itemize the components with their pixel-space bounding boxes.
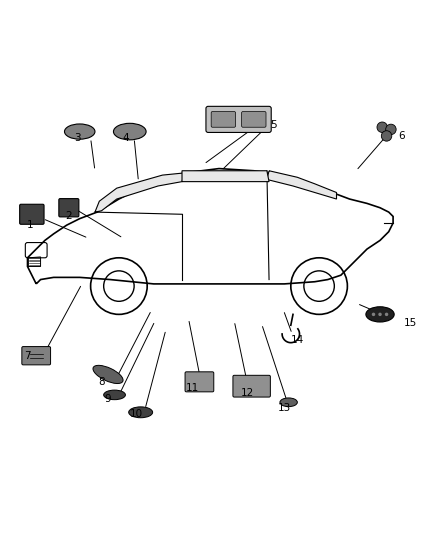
FancyBboxPatch shape xyxy=(233,375,270,397)
Ellipse shape xyxy=(280,398,297,407)
Ellipse shape xyxy=(366,307,394,322)
Text: 2: 2 xyxy=(66,212,72,221)
PathPatch shape xyxy=(182,171,269,182)
Text: 3: 3 xyxy=(74,133,81,143)
FancyBboxPatch shape xyxy=(20,204,44,224)
Text: 12: 12 xyxy=(240,387,254,398)
Text: 8: 8 xyxy=(98,377,105,387)
Text: 15: 15 xyxy=(404,318,417,328)
Circle shape xyxy=(378,313,382,316)
Ellipse shape xyxy=(64,124,95,139)
Circle shape xyxy=(372,313,375,316)
Text: 7: 7 xyxy=(24,351,31,361)
Text: 10: 10 xyxy=(130,409,143,419)
Ellipse shape xyxy=(104,390,125,400)
Text: 4: 4 xyxy=(122,133,129,143)
Text: 6: 6 xyxy=(399,131,405,141)
Circle shape xyxy=(377,122,388,133)
Circle shape xyxy=(381,131,392,141)
FancyBboxPatch shape xyxy=(185,372,214,392)
Text: 14: 14 xyxy=(291,335,304,345)
FancyBboxPatch shape xyxy=(211,111,236,127)
Circle shape xyxy=(386,124,396,135)
FancyBboxPatch shape xyxy=(59,199,79,217)
Circle shape xyxy=(385,313,389,316)
PathPatch shape xyxy=(267,171,336,199)
Ellipse shape xyxy=(129,407,152,418)
Text: 1: 1 xyxy=(26,220,33,230)
FancyBboxPatch shape xyxy=(22,346,50,365)
PathPatch shape xyxy=(95,173,184,212)
FancyBboxPatch shape xyxy=(242,111,266,127)
Text: 5: 5 xyxy=(270,120,277,130)
Ellipse shape xyxy=(113,123,146,140)
Text: 11: 11 xyxy=(186,383,200,393)
Text: 13: 13 xyxy=(278,403,291,413)
FancyBboxPatch shape xyxy=(206,107,271,133)
Text: 9: 9 xyxy=(105,394,111,404)
Ellipse shape xyxy=(93,365,123,384)
